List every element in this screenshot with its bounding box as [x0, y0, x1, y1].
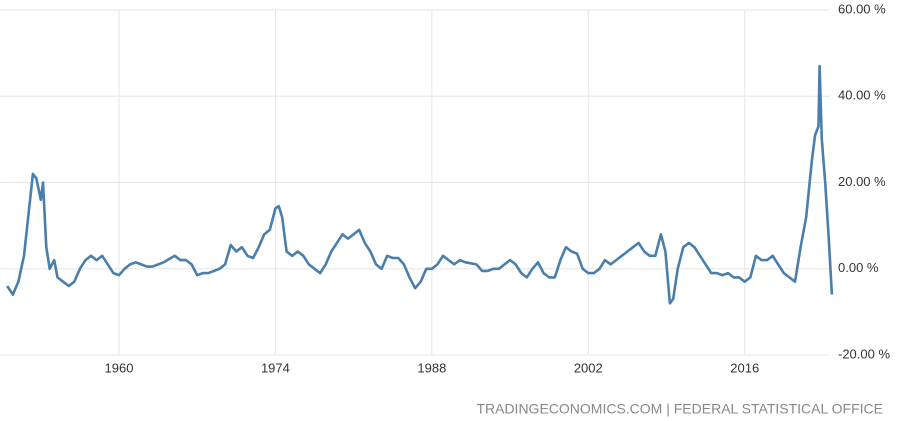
y-tick-label: 40.00 %	[838, 88, 886, 103]
y-tick-label: 20.00 %	[838, 174, 886, 189]
x-tick-label: 2002	[574, 360, 603, 375]
x-tick-label: 2016	[730, 360, 759, 375]
y-tick-label: -20.00 %	[838, 346, 890, 361]
x-tick-label: 1960	[105, 360, 134, 375]
line	[6, 64, 834, 305]
source: TRADINGECONOMICS.COM | FEDERAL STATISTIC…	[476, 401, 883, 417]
x-tick-label: 1988	[417, 360, 446, 375]
grid	[0, 9, 830, 356]
x-tick-label: 1974	[261, 360, 290, 375]
y-tick-label: 0.00 %	[838, 260, 879, 275]
plot	[6, 64, 834, 305]
y-tick-label: 60.00 %	[838, 1, 886, 16]
